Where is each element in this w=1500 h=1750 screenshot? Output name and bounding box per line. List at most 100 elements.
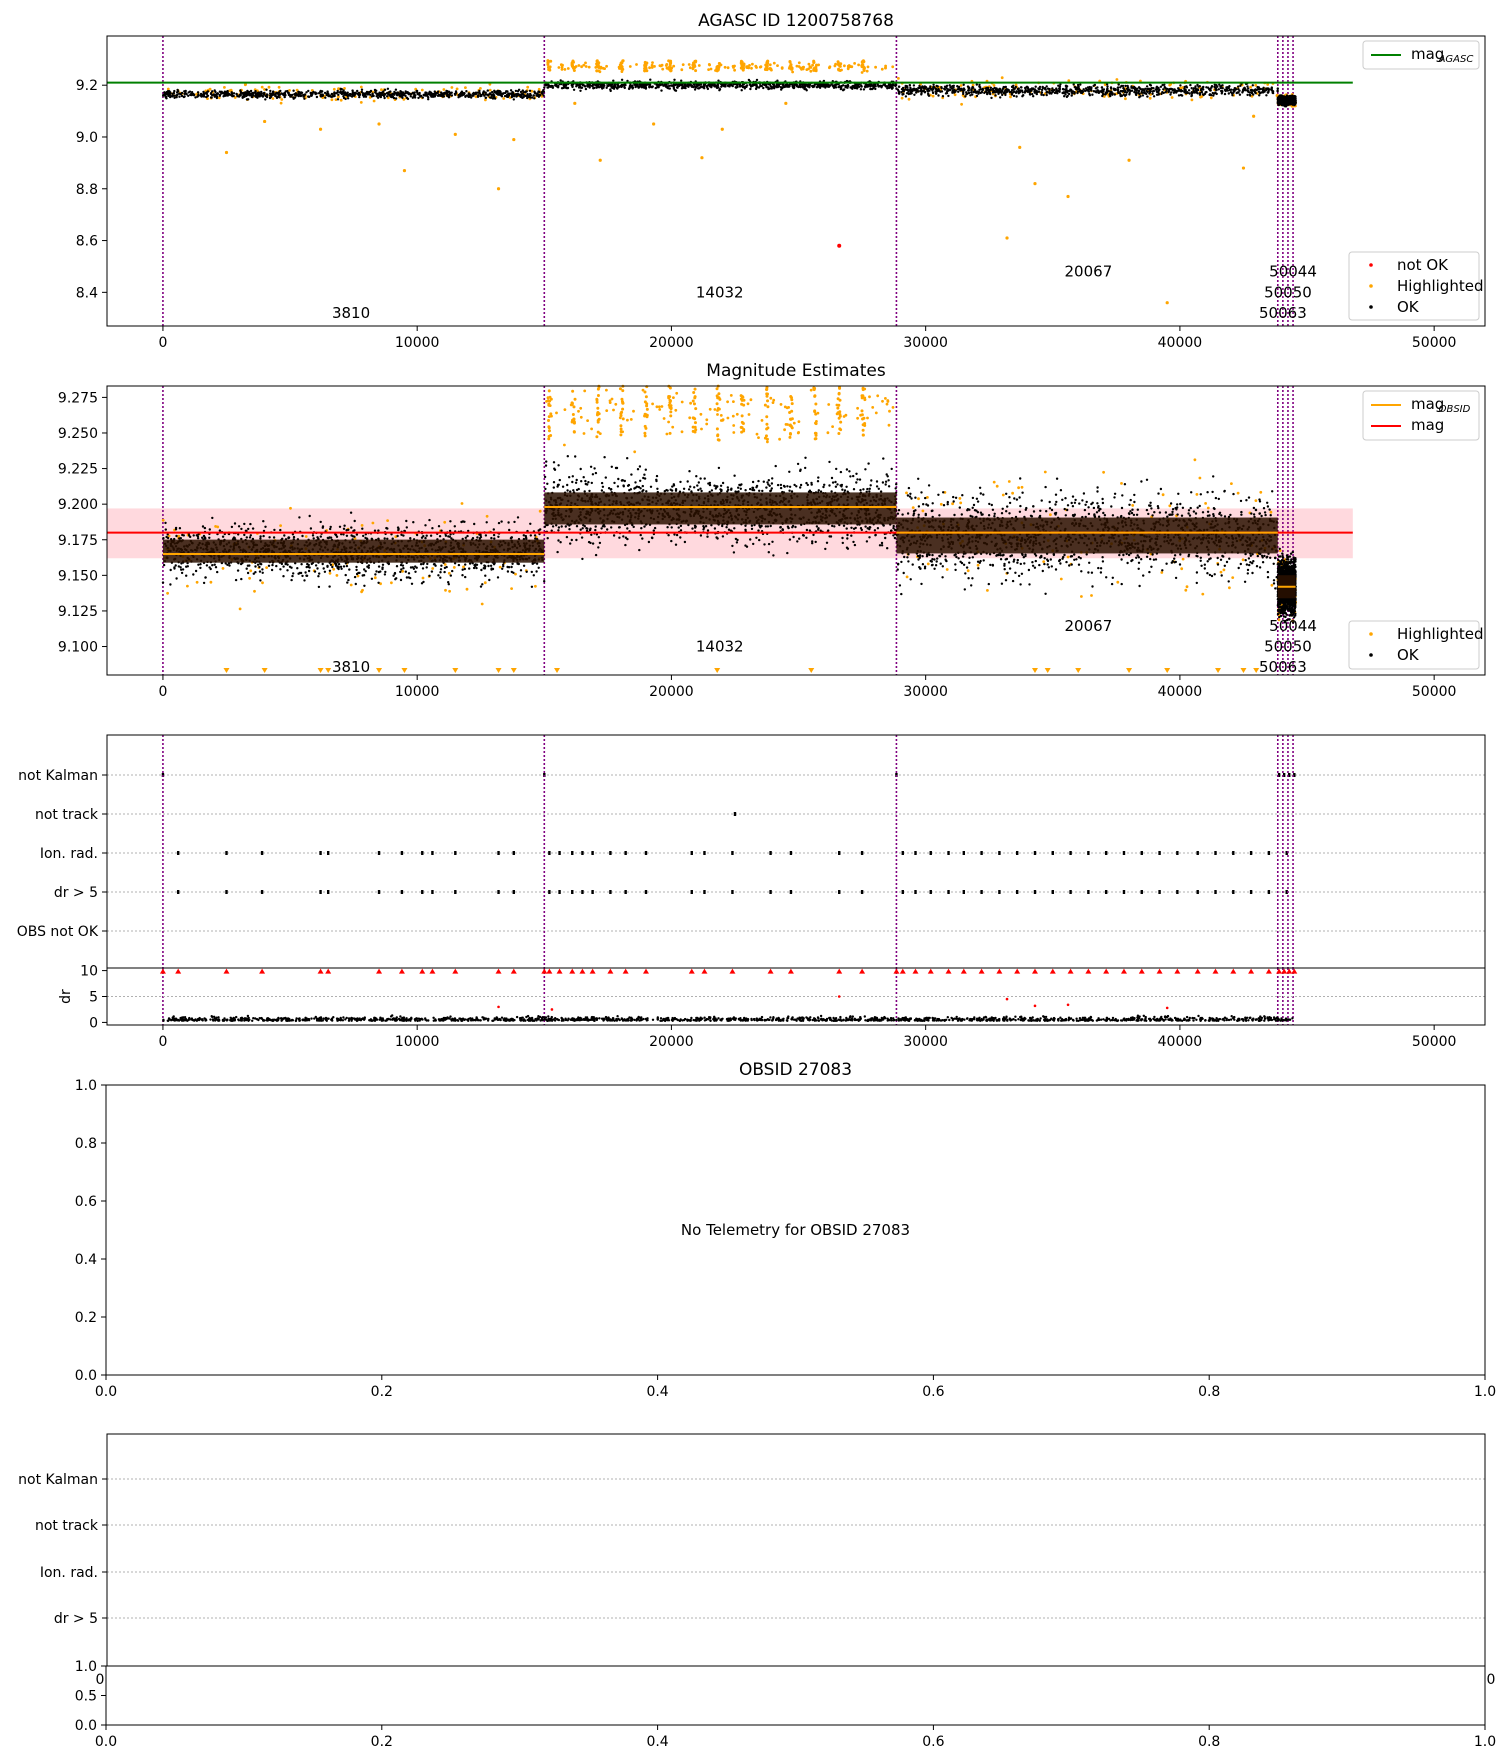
ok-point	[326, 90, 329, 93]
highlighted-point	[668, 61, 672, 65]
ok-point	[1192, 87, 1196, 90]
highlighted-point	[772, 61, 776, 65]
ok-point	[294, 92, 298, 95]
ok-point	[164, 95, 168, 98]
ok-point	[292, 96, 295, 99]
ok-point	[194, 569, 198, 573]
ok-point	[973, 88, 976, 91]
highlighted-point	[465, 587, 469, 591]
ok-point	[1096, 86, 1099, 89]
y-tick-label: 8.4	[76, 285, 98, 301]
y-tick-label: 9.0	[76, 130, 98, 146]
ok-point	[1027, 88, 1030, 91]
ok-point	[1001, 93, 1004, 97]
ok-point	[940, 90, 944, 93]
ok-point	[183, 95, 186, 98]
ok-point	[376, 96, 380, 100]
ok-point	[270, 92, 274, 96]
ok-point	[451, 569, 454, 573]
highlighted-point	[669, 69, 673, 73]
highlighted-point	[697, 64, 701, 67]
ok-point	[554, 83, 558, 87]
ok-point	[1188, 92, 1191, 95]
ok-point	[530, 570, 533, 574]
ok-point	[1278, 95, 1281, 98]
highlighted-point	[390, 581, 393, 585]
ok-point	[259, 537, 262, 540]
highlighted-point	[448, 589, 451, 593]
highlighted-point	[360, 524, 364, 527]
highlighted-point	[304, 535, 308, 538]
highlighted-point	[361, 588, 364, 592]
ok-point	[1045, 93, 1048, 97]
ok-point	[320, 90, 323, 94]
highlighted-point	[335, 574, 339, 577]
ok-point	[462, 93, 466, 96]
ok-point	[208, 536, 211, 539]
ok-point	[1207, 87, 1211, 91]
ok-point	[566, 86, 569, 90]
ok-point	[931, 89, 934, 92]
highlighted-point	[260, 85, 264, 89]
ok-point	[787, 84, 791, 88]
not-ok-point	[837, 243, 842, 248]
ok-point	[410, 92, 413, 96]
ok-point	[375, 92, 378, 96]
ok-point	[249, 93, 252, 96]
ok-point	[314, 92, 317, 95]
panel-title: AGASC ID 1200758768	[698, 11, 894, 31]
ok-point	[676, 85, 680, 88]
ok-point	[718, 88, 722, 91]
highlighted-point	[795, 64, 799, 68]
ok-point	[551, 84, 554, 88]
x-tick-label: 40000	[1158, 335, 1203, 351]
ok-point	[533, 97, 536, 100]
ok-point	[1286, 103, 1289, 107]
ok-point	[430, 95, 434, 98]
ok-point	[236, 95, 239, 98]
ok-point	[673, 89, 677, 92]
ok-point	[705, 85, 708, 88]
highlighted-point	[488, 88, 492, 92]
ok-point	[832, 86, 836, 90]
ok-point	[412, 92, 416, 96]
x-tick-label: 30000	[903, 335, 948, 351]
ok-point	[476, 91, 479, 94]
highlighted-outlier	[1066, 194, 1070, 199]
highlighted-point	[349, 583, 353, 587]
ok-point	[775, 83, 778, 86]
ok-point	[1145, 89, 1148, 93]
ok-point	[257, 94, 261, 98]
ok-point	[417, 96, 420, 100]
ok-point	[520, 94, 523, 97]
ok-point	[890, 84, 894, 87]
ok-point	[1165, 89, 1168, 92]
ok-point	[437, 94, 441, 97]
ok-point	[1070, 94, 1073, 97]
ok-point	[180, 91, 184, 95]
ok-point	[360, 88, 364, 91]
ok-point	[932, 83, 935, 87]
highlighted-point	[780, 67, 784, 70]
highlighted-point	[1249, 85, 1252, 89]
highlighted-point	[271, 97, 275, 100]
ok-point	[312, 537, 315, 540]
ok-point	[400, 90, 403, 94]
ok-point	[1072, 83, 1075, 86]
ok-point	[175, 94, 178, 97]
ok-point	[1277, 97, 1280, 101]
ok-point	[859, 88, 863, 91]
ok-point	[650, 86, 654, 89]
highlighted-point	[659, 64, 663, 68]
ok-point	[406, 97, 410, 101]
ok-point	[209, 92, 213, 96]
ok-point	[1140, 91, 1143, 94]
ok-point	[1020, 89, 1023, 92]
highlighted-point	[221, 567, 225, 570]
ok-point	[503, 94, 507, 98]
highlighted-point	[248, 576, 252, 580]
ok-point	[364, 92, 367, 96]
ok-point	[1136, 87, 1139, 91]
ok-point	[1276, 89, 1279, 92]
